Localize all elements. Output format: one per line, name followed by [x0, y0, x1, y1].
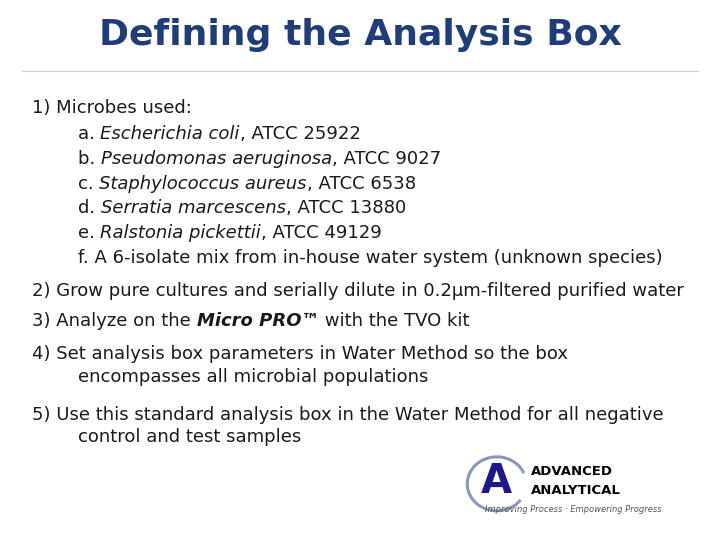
Text: Micro PRO™: Micro PRO™ [197, 312, 320, 330]
Text: d.: d. [78, 199, 101, 218]
Text: b.: b. [78, 150, 101, 168]
Text: , ATCC 9027: , ATCC 9027 [332, 150, 441, 168]
Text: ANALYTICAL: ANALYTICAL [531, 484, 621, 497]
Text: , ATCC 13880: , ATCC 13880 [286, 199, 406, 218]
Text: control and test samples: control and test samples [78, 428, 301, 447]
Text: , ATCC 6538: , ATCC 6538 [307, 174, 415, 193]
Text: Improving Process · Empowering Progress: Improving Process · Empowering Progress [485, 505, 661, 514]
Text: 4) Set analysis box parameters in Water Method so the box: 4) Set analysis box parameters in Water … [32, 345, 568, 363]
Text: Serratia marcescens: Serratia marcescens [101, 199, 286, 218]
Text: , ATCC 49129: , ATCC 49129 [261, 224, 382, 242]
Text: 5) Use this standard analysis box in the Water Method for all negative: 5) Use this standard analysis box in the… [32, 406, 664, 424]
Text: A: A [481, 462, 513, 502]
Text: ADVANCED: ADVANCED [531, 465, 613, 478]
Text: Staphylococcus aureus: Staphylococcus aureus [99, 174, 307, 193]
Text: , ATCC 25922: , ATCC 25922 [240, 125, 361, 143]
Text: Escherichia coli: Escherichia coli [100, 125, 240, 143]
Text: e.: e. [78, 224, 100, 242]
Text: 1) Microbes used:: 1) Microbes used: [32, 99, 192, 117]
Text: Pseudomonas aeruginosa: Pseudomonas aeruginosa [101, 150, 332, 168]
Text: c.: c. [78, 174, 99, 193]
Text: Defining the Analysis Box: Defining the Analysis Box [99, 18, 621, 52]
Text: 2) Grow pure cultures and serially dilute in 0.2μm-filtered purified water: 2) Grow pure cultures and serially dilut… [32, 281, 684, 300]
Text: f. A 6-isolate mix from in-house water system (unknown species): f. A 6-isolate mix from in-house water s… [78, 249, 662, 267]
Text: encompasses all microbial populations: encompasses all microbial populations [78, 368, 428, 386]
Text: with the TVO kit: with the TVO kit [320, 312, 470, 330]
Text: a.: a. [78, 125, 100, 143]
Text: Ralstonia pickettii: Ralstonia pickettii [100, 224, 261, 242]
Text: 3) Analyze on the: 3) Analyze on the [32, 312, 197, 330]
